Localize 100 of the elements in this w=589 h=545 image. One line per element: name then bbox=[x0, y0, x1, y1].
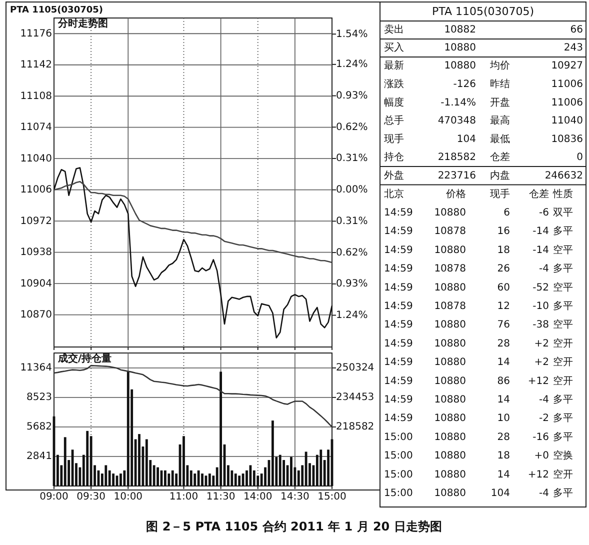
bar bbox=[320, 450, 322, 486]
x-tick-label: 14:30 bbox=[280, 492, 310, 503]
text: 内盘 bbox=[490, 170, 510, 182]
text: 14 bbox=[497, 469, 510, 480]
text: -16 bbox=[532, 432, 549, 443]
x-tick-label: 09:30 bbox=[76, 492, 106, 503]
bar bbox=[86, 430, 89, 486]
text: 空开 bbox=[553, 337, 573, 350]
text: 15:00 bbox=[384, 450, 413, 462]
text: 涨跌 bbox=[384, 78, 404, 90]
y2-tick-label: 0.93% bbox=[336, 278, 368, 290]
text: 218582 bbox=[438, 152, 476, 164]
text: 14:59 bbox=[384, 413, 413, 424]
y2-tick-label: 218582 bbox=[336, 422, 374, 433]
text: 223716 bbox=[438, 170, 476, 182]
text: 10880 bbox=[434, 357, 466, 368]
text: 开盘 bbox=[490, 96, 510, 108]
y-tick-label: 10904 bbox=[20, 278, 52, 290]
text: 价格 bbox=[445, 188, 466, 200]
text: 10927 bbox=[551, 60, 583, 72]
text: -38 bbox=[532, 320, 549, 331]
text: 幅度 bbox=[384, 96, 404, 108]
text: 14:59 bbox=[384, 357, 413, 368]
bar bbox=[168, 474, 170, 486]
text: 空平 bbox=[553, 318, 573, 331]
text: 14:59 bbox=[384, 282, 413, 294]
y2-tick-label: 234453 bbox=[336, 392, 374, 404]
text: 14:59 bbox=[384, 226, 413, 238]
line-series bbox=[53, 364, 333, 428]
text: -52 bbox=[532, 282, 549, 294]
text: 10878 bbox=[434, 301, 466, 312]
bar bbox=[238, 476, 241, 486]
y2-tick-label: 1.24% bbox=[336, 59, 368, 70]
text: 14:59 bbox=[384, 394, 413, 406]
text: 104 bbox=[490, 488, 510, 500]
y-tick-label: 5682 bbox=[26, 422, 52, 433]
text: 86 bbox=[497, 376, 510, 387]
text: -4 bbox=[539, 264, 549, 275]
y2-tick-label: 1.54% bbox=[336, 28, 368, 40]
text: 10878 bbox=[434, 264, 466, 275]
text: 多平 bbox=[553, 430, 573, 443]
text: 0 bbox=[576, 152, 583, 164]
text: -4 bbox=[539, 394, 549, 406]
y-tick-label: 11176 bbox=[20, 28, 52, 40]
bar bbox=[138, 434, 140, 486]
text: 多平 bbox=[553, 394, 573, 406]
y2-tick-label: 0.62% bbox=[336, 122, 368, 133]
text: 28 bbox=[497, 432, 510, 443]
text: 10836 bbox=[551, 134, 583, 145]
text: 26 bbox=[497, 264, 510, 275]
text: 14:59 bbox=[384, 264, 413, 275]
x-tick-label: 11:30 bbox=[206, 492, 236, 503]
text: 10880 bbox=[434, 376, 466, 387]
caption: 图 2－5 PTA 1105 合约 2011 年 1 月 20 日走势图 bbox=[146, 519, 442, 534]
bar bbox=[201, 474, 204, 486]
bar bbox=[171, 470, 174, 486]
y2-tick-label: 0.62% bbox=[336, 247, 368, 258]
text: 14:59 bbox=[384, 320, 413, 331]
bar bbox=[64, 437, 66, 486]
text: 14 bbox=[497, 357, 510, 368]
text: 均价 bbox=[489, 60, 510, 72]
text: PTA 1105(030705) bbox=[10, 5, 103, 16]
y-tick-label: 11364 bbox=[20, 362, 52, 374]
text: 14:59 bbox=[384, 376, 413, 387]
text: 双平 bbox=[553, 208, 573, 219]
text: 仓差 bbox=[529, 188, 549, 200]
text: +2 bbox=[534, 338, 549, 350]
text: -6 bbox=[539, 208, 549, 219]
text: 最高 bbox=[490, 114, 510, 127]
bar bbox=[278, 454, 282, 486]
bar bbox=[197, 470, 200, 486]
y-tick-label: 11040 bbox=[20, 153, 52, 164]
text: 空平 bbox=[553, 281, 573, 294]
bar bbox=[156, 467, 159, 486]
text: -1.14% bbox=[440, 97, 476, 108]
text: +0 bbox=[534, 450, 549, 462]
y2-tick-label: 0.31% bbox=[336, 216, 368, 227]
text: 昨结 bbox=[490, 78, 510, 90]
text: 15:00 bbox=[384, 432, 413, 443]
y-tick-label: 2841 bbox=[26, 451, 52, 462]
text: +2 bbox=[534, 357, 549, 368]
text: 总手 bbox=[383, 114, 404, 127]
text: 多平 bbox=[553, 412, 573, 424]
text: 性质 bbox=[552, 188, 573, 200]
text: 10880 bbox=[434, 413, 466, 424]
x-tick-label: 14:00 bbox=[243, 492, 272, 503]
bar bbox=[290, 456, 292, 486]
text: 14:59 bbox=[384, 301, 413, 312]
text: +12 bbox=[528, 376, 549, 387]
text: 11006 bbox=[551, 79, 583, 90]
chart-title: 成交/持仓量 bbox=[57, 352, 112, 365]
text: -2 bbox=[539, 413, 549, 424]
text: 12 bbox=[497, 301, 510, 312]
text: 10880 bbox=[434, 282, 466, 294]
text: 14:59 bbox=[384, 244, 413, 256]
chart-title: 分时走势图 bbox=[57, 18, 108, 30]
text: 10880 bbox=[434, 320, 466, 331]
text: 多平 bbox=[553, 262, 573, 275]
y-tick-label: 10972 bbox=[20, 216, 52, 227]
y-tick-label: 10870 bbox=[20, 310, 52, 321]
